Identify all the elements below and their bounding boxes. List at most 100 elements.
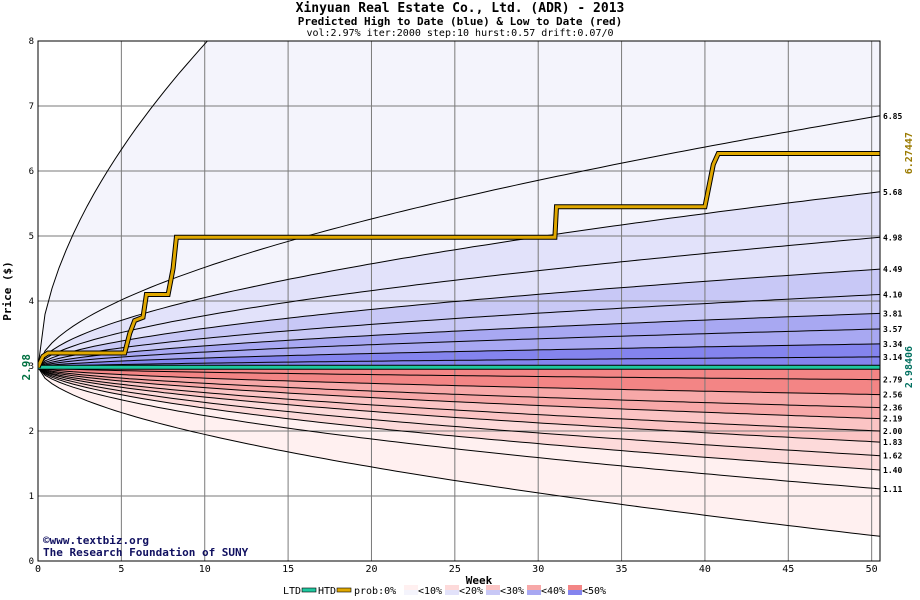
x-tick-label: 50 <box>866 564 878 575</box>
legend-swatch-high <box>445 590 459 595</box>
high-band-6 <box>38 313 880 368</box>
legend-swatch-low <box>445 585 459 590</box>
legend-prob-label-3: <30% <box>500 586 524 597</box>
htd-line <box>38 152 880 368</box>
legend-ltd-swatch <box>301 587 317 593</box>
y-tick-label: 6 <box>29 167 34 177</box>
percentile-line <box>38 366 880 443</box>
chart-parameters: vol:2.97% iter:2000 step:10 hurst:0.57 d… <box>306 28 614 39</box>
high-band-8 <box>38 343 880 368</box>
low-percentile-label: 2.19 <box>883 415 902 424</box>
legend-prob-label-4: <40% <box>541 586 565 597</box>
chart-title: Xinyuan Real Estate Co., Ltd. (ADR) - 20… <box>295 1 625 16</box>
high-percentile-label: 4.10 <box>883 291 902 300</box>
start-price-label: 2.98 <box>20 354 33 381</box>
low-percentile-label: 1.11 <box>883 485 902 494</box>
y-tick-label: 1 <box>29 492 34 502</box>
htd-value-label: 6.27447 <box>904 132 915 174</box>
y-tick-label: 5 <box>29 232 34 242</box>
high-band-9 <box>38 356 880 368</box>
low-band-2 <box>38 367 880 470</box>
low-percentile-label: 2.00 <box>883 427 902 436</box>
legend-prob-label-5: <50% <box>582 586 606 597</box>
legend-ltd-label: LTD <box>283 586 301 597</box>
percentile-line <box>38 366 880 420</box>
percentile-line <box>38 191 880 368</box>
legend-swatch-low <box>486 585 500 590</box>
low-band-1 <box>38 367 880 489</box>
high-band-0 <box>38 41 880 368</box>
percentile-line <box>38 328 880 368</box>
low-percentile-label: 2.36 <box>883 404 902 413</box>
percentile-line <box>38 366 880 457</box>
low-band-0 <box>38 367 880 537</box>
x-tick-label: 10 <box>199 564 211 575</box>
chart-subtitle: Predicted High to Date (blue) & Low to D… <box>297 15 623 28</box>
legend-prob-label: prob:0% <box>354 586 396 597</box>
low-percentile-label: 2.79 <box>883 376 902 385</box>
percentile-line <box>38 41 209 368</box>
y-tick-label: 8 <box>29 37 34 47</box>
low-band-3 <box>38 367 880 456</box>
copyright-text: ©www.textbiz.org <box>43 534 149 547</box>
x-tick-label: 25 <box>449 564 461 575</box>
legend-swatch-high <box>527 590 541 595</box>
low-band-8 <box>38 367 880 395</box>
legend-swatch-low <box>527 585 541 590</box>
percentile-line <box>38 366 880 381</box>
high-percentile-label: 3.34 <box>883 340 902 349</box>
high-percentile-label: 6.85 <box>883 112 902 121</box>
legend-swatch-high <box>486 590 500 595</box>
legend-swatch-high <box>404 590 418 595</box>
legend-swatch-high <box>568 590 582 595</box>
legend-prob-label-1: <10% <box>418 586 442 597</box>
low-band-4 <box>38 367 880 443</box>
percentile-line <box>38 356 880 368</box>
legend: LTD HTD prob:0% <10% <20% <30% <40% <50% <box>283 585 606 597</box>
legend-htd-label: HTD <box>318 586 336 597</box>
low-band-9 <box>38 367 880 380</box>
x-tick-label: 0 <box>35 564 41 575</box>
high-percentile-label: 3.57 <box>883 325 902 334</box>
low-band-6 <box>38 367 880 419</box>
x-tick-label: 15 <box>282 564 294 575</box>
legend-swatch-low <box>568 585 582 590</box>
y-tick-label: 7 <box>29 102 34 112</box>
high-percentile-label: 3.14 <box>883 353 902 362</box>
high-band-3 <box>38 237 880 368</box>
high-percentile-label: 5.68 <box>883 188 902 197</box>
plot-area <box>38 41 880 561</box>
high-band-7 <box>38 329 880 368</box>
low-percentile-label: 2.56 <box>883 391 902 400</box>
percentile-line <box>38 312 880 368</box>
low-percentile-label: 1.40 <box>883 466 902 475</box>
y-tick-label: 4 <box>29 297 34 307</box>
x-tick-label: 35 <box>616 564 628 575</box>
high-band-1 <box>38 115 880 368</box>
low-band-7 <box>38 367 880 408</box>
percentile-line <box>38 366 880 432</box>
x-tick-label: 45 <box>782 564 794 575</box>
plot-frame <box>37 40 881 562</box>
x-tick-label: 20 <box>365 564 377 575</box>
high-percentile-label: 3.81 <box>883 309 902 318</box>
percentile-line <box>38 367 880 537</box>
percentile-line <box>38 294 880 368</box>
low-percentile-label: 1.62 <box>883 452 902 461</box>
x-tick-label: 40 <box>699 564 711 575</box>
percentile-line <box>38 366 880 471</box>
high-percentile-label: 4.49 <box>883 265 902 274</box>
percentile-line <box>38 366 880 490</box>
y-tick-label: 2 <box>29 427 34 437</box>
low-band-5 <box>38 367 880 431</box>
percentile-line <box>38 366 880 396</box>
percentile-line <box>38 236 880 368</box>
ltd-value-label: 2.98406 <box>904 346 915 388</box>
percentile-line <box>38 343 880 368</box>
x-axis-label: Week <box>466 574 493 587</box>
legend-htd-swatch <box>336 587 352 593</box>
x-tick-label: 5 <box>118 564 124 575</box>
legend-swatch-low <box>404 585 418 590</box>
foundation-text: The Research Foundation of SUNY <box>43 546 249 559</box>
